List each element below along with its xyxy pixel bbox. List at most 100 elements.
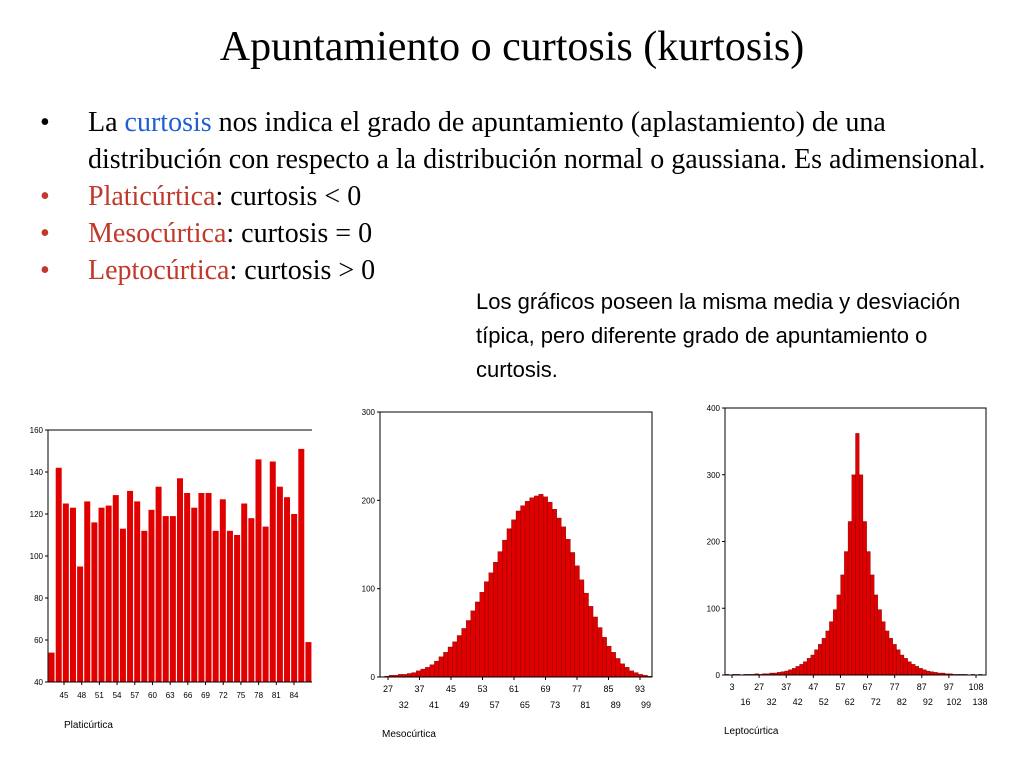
x-tick-label: 81 [272, 691, 281, 700]
bar [411, 672, 417, 678]
bar [791, 668, 796, 676]
x-tick-label: 62 [845, 697, 855, 707]
bar [543, 496, 548, 678]
y-tick-label: 0 [371, 673, 376, 682]
x-tick-label: 108 [968, 682, 983, 692]
bar [141, 530, 148, 682]
x-tick-label: 32 [399, 700, 409, 710]
bar [844, 551, 849, 676]
bar [810, 654, 815, 676]
bar [77, 566, 84, 682]
x-tick-label: 63 [166, 691, 175, 700]
caption-leptocurtica: Leptocúrtica [724, 726, 779, 737]
x-tick-label: 52 [819, 697, 829, 707]
bar [579, 579, 585, 678]
bar [461, 628, 467, 678]
bullet-curtosis-definition: • La curtosis nos indica el grado de apun… [40, 104, 1000, 178]
bar [592, 616, 598, 678]
x-tick-label: 102 [946, 697, 961, 707]
bar [198, 493, 205, 682]
x-tick-label: 138 [972, 697, 987, 707]
bar [98, 507, 105, 682]
x-tick-label: 65 [520, 700, 530, 710]
bar [447, 646, 453, 678]
x-tick-label: 66 [183, 691, 192, 700]
x-tick-label: 77 [572, 684, 582, 694]
bar [48, 652, 55, 682]
bar [438, 656, 444, 678]
y-tick-label: 160 [30, 426, 44, 435]
bar [926, 670, 931, 676]
slide-title: Apuntamiento o curtosis (kurtosis) [219, 24, 805, 70]
bar [465, 620, 471, 678]
bar [248, 518, 255, 682]
bar [561, 526, 567, 678]
x-tick-label: 73 [550, 700, 560, 710]
bar [488, 572, 494, 678]
bar [269, 461, 276, 682]
bar [814, 649, 819, 676]
bar [821, 638, 826, 676]
bar [119, 528, 126, 682]
x-tick-label: 51 [95, 691, 104, 700]
y-tick-label: 140 [30, 468, 44, 477]
x-tick-label: 3 [729, 682, 734, 692]
bar [305, 642, 312, 682]
x-tick-label: 57 [130, 691, 139, 700]
bar [918, 668, 923, 676]
y-tick-label: 80 [34, 594, 43, 603]
x-tick-label: 41 [429, 700, 439, 710]
bullet-text-pre: La [88, 107, 125, 138]
x-tick-label: 85 [603, 684, 613, 694]
bullet-dot-icon: • [40, 218, 50, 249]
bar [84, 501, 91, 682]
bar [55, 467, 62, 682]
x-tick-label: 16 [741, 697, 751, 707]
bar [497, 551, 503, 678]
bar [601, 637, 607, 678]
y-tick-label: 40 [34, 678, 43, 687]
bar [597, 627, 603, 678]
x-tick-label: 37 [781, 682, 791, 692]
bar [219, 499, 226, 682]
x-tick-label: 57 [835, 682, 845, 692]
bar [881, 621, 886, 676]
x-tick-label: 87 [917, 682, 927, 692]
x-tick-label: 78 [254, 691, 263, 700]
bar [284, 497, 291, 682]
bar [443, 652, 449, 678]
bar [552, 509, 557, 678]
y-tick-label: 0 [716, 671, 721, 680]
x-tick-label: 27 [754, 682, 764, 692]
bar [234, 535, 241, 682]
bar [795, 666, 800, 676]
bar [538, 494, 544, 678]
bullet-list: • La curtosis nos indica el grado de apun… [40, 104, 1000, 289]
x-tick-label: 77 [890, 682, 900, 692]
bar [588, 606, 594, 678]
term-leptocurtica-rest: : curtosis > 0 [229, 255, 376, 286]
y-tick-label: 100 [362, 585, 376, 594]
bar [407, 673, 412, 678]
x-tick-label: 97 [944, 682, 954, 692]
bullet-platicurtica: • Platicúrtica: curtosis < 0 [40, 178, 1000, 215]
x-tick-label: 47 [808, 682, 818, 692]
bar [484, 581, 489, 678]
y-tick-label: 200 [362, 496, 376, 505]
bar [155, 486, 162, 682]
bar [291, 514, 298, 682]
y-tick-label: 100 [707, 604, 721, 613]
bar [570, 552, 576, 678]
bar [429, 664, 435, 678]
bar [511, 519, 517, 678]
x-tick-label: 48 [77, 691, 86, 700]
x-tick-label: 93 [635, 684, 645, 694]
bar [184, 493, 191, 682]
bullet-dot-icon: • [40, 255, 50, 286]
y-tick-label: 200 [707, 538, 721, 547]
bar [520, 505, 526, 678]
x-tick-label: 75 [236, 691, 245, 700]
y-tick-label: 100 [30, 552, 44, 561]
x-tick-label: 45 [446, 684, 456, 694]
x-tick-label: 84 [290, 691, 299, 700]
